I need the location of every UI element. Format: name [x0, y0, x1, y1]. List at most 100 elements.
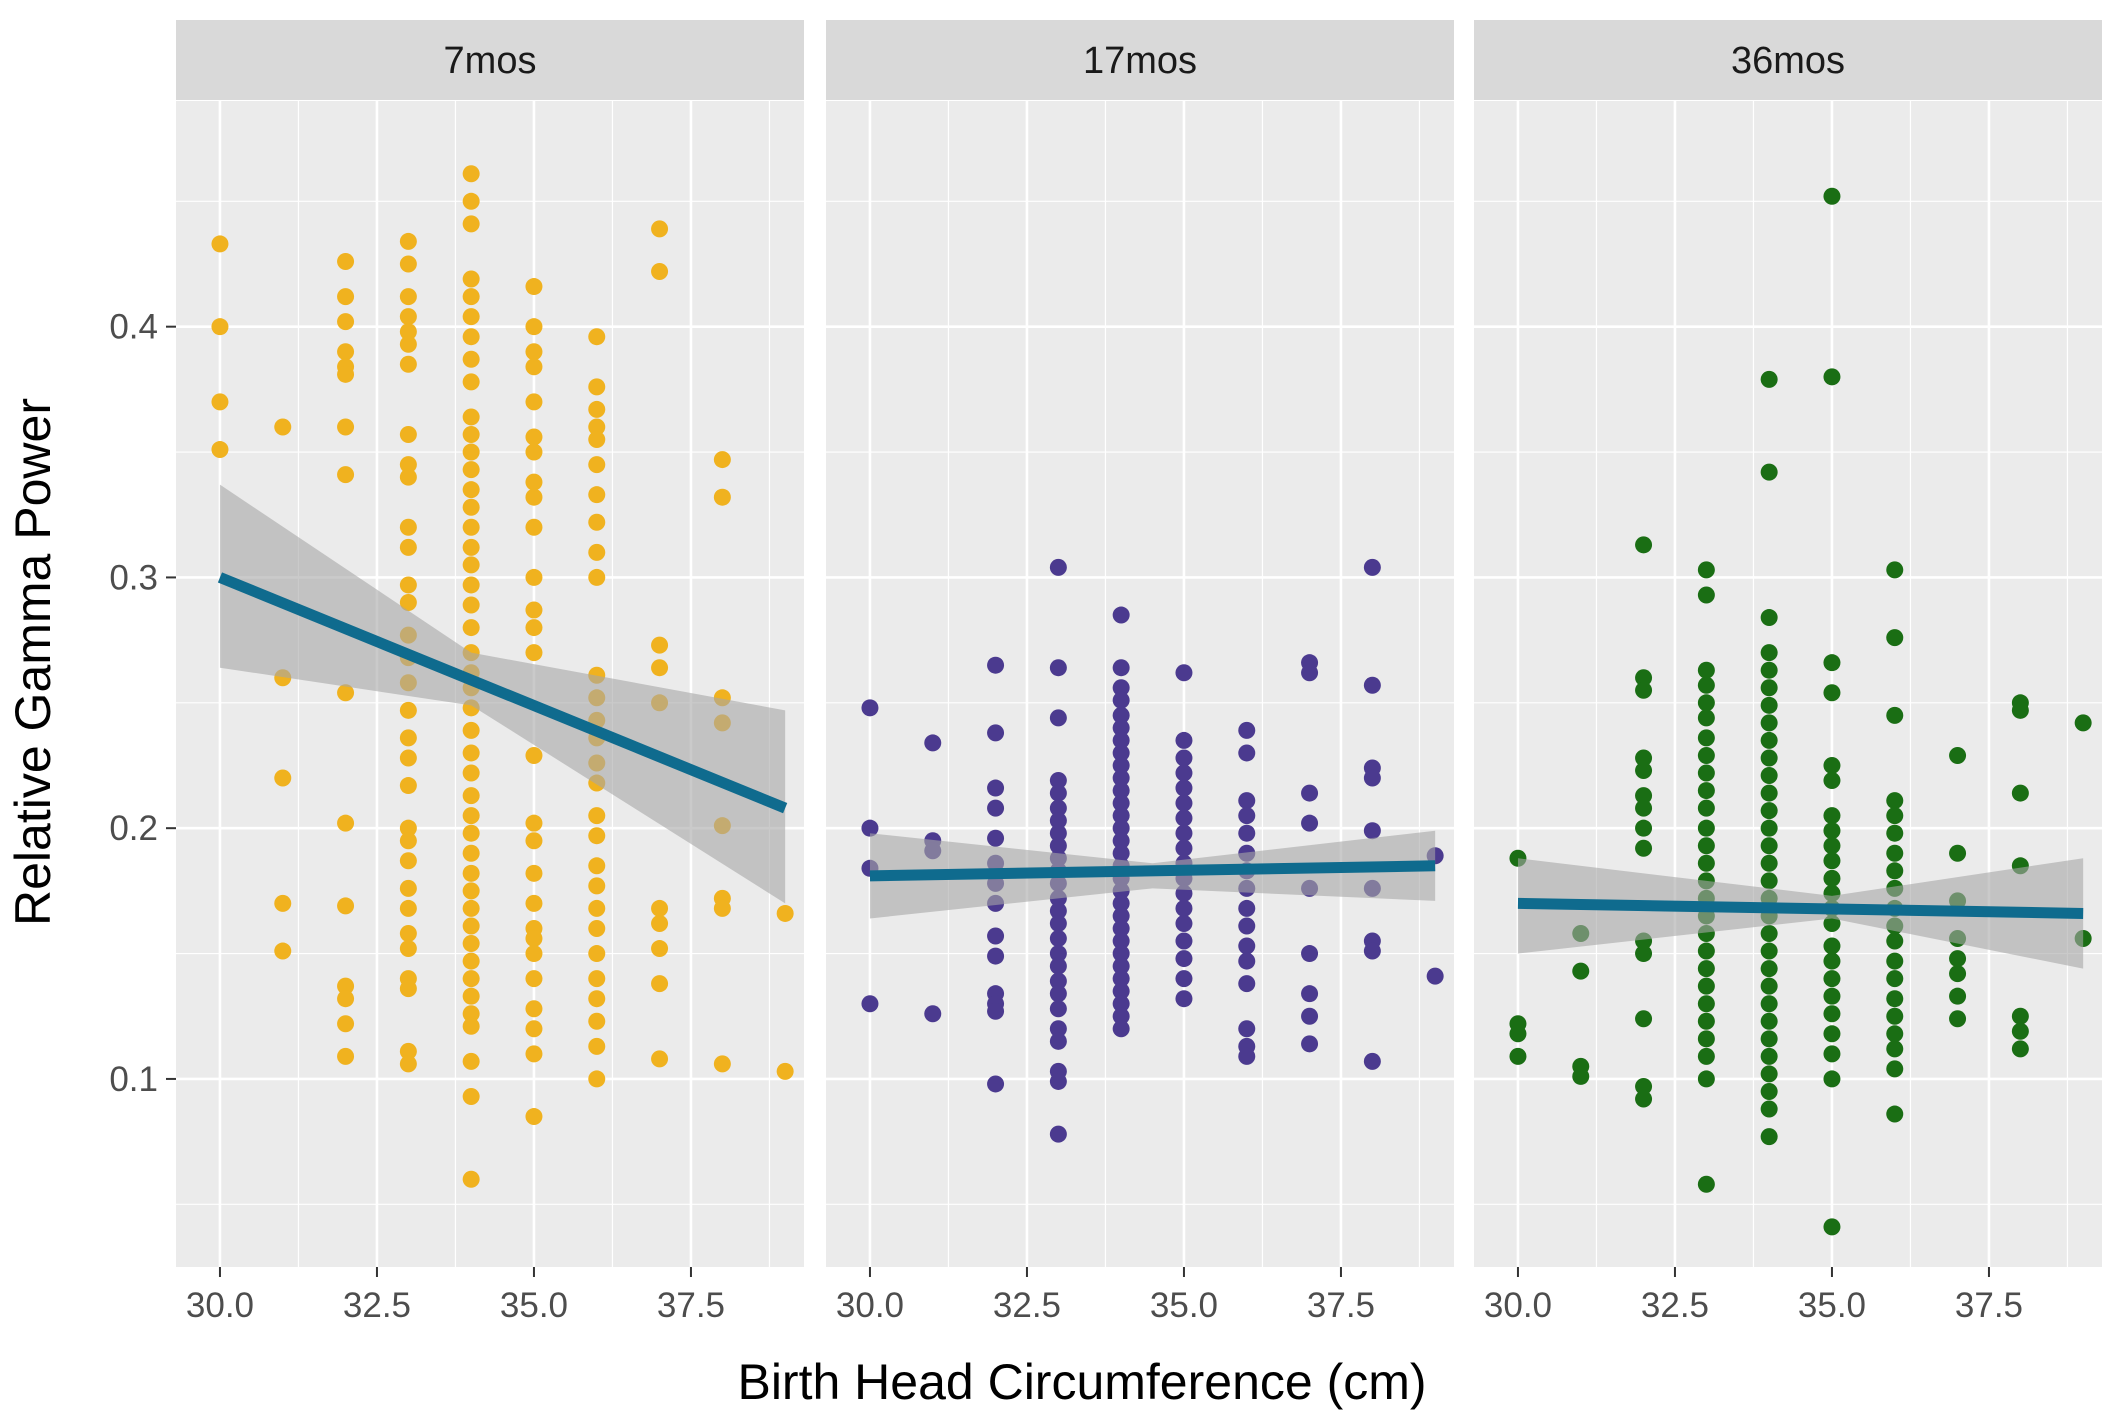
data-point [274, 769, 292, 787]
data-point [1697, 960, 1715, 978]
data-point [1823, 1005, 1841, 1023]
data-point [651, 636, 669, 654]
data-point [525, 894, 543, 912]
data-point [1049, 1032, 1067, 1050]
data-point [1175, 990, 1193, 1008]
data-point [1175, 970, 1193, 988]
data-point [1238, 807, 1256, 825]
trend-line [217, 572, 788, 814]
data-point [1301, 945, 1319, 963]
data-point [1572, 962, 1590, 980]
data-point [1112, 932, 1130, 950]
data-point [1760, 661, 1778, 679]
data-point [588, 990, 606, 1008]
data-point [525, 568, 543, 586]
panel-7mos: 7mos 30.0 32.5 35.0 37.5 [176, 20, 804, 1325]
data-point [1760, 609, 1778, 627]
data-point [399, 594, 417, 612]
data-point [588, 827, 606, 845]
data-point [1049, 1125, 1067, 1143]
data-point [861, 819, 879, 837]
data-point [1886, 1105, 1904, 1123]
data-point [399, 255, 417, 273]
data-point [1112, 832, 1130, 850]
data-point [274, 894, 292, 912]
data-point [1112, 894, 1130, 912]
data-point [337, 288, 355, 306]
data-point [1697, 1047, 1715, 1065]
data-point [1823, 368, 1841, 386]
data-point [1697, 854, 1715, 872]
data-point [1049, 1020, 1067, 1038]
data-point [1049, 824, 1067, 842]
data-point [987, 779, 1005, 797]
data-point [588, 970, 606, 988]
data-point [713, 488, 731, 506]
data-point [987, 927, 1005, 945]
data-point [1112, 945, 1130, 963]
data-point [462, 970, 480, 988]
data-point [399, 924, 417, 942]
data-point [1760, 1100, 1778, 1118]
data-point [1949, 950, 1967, 968]
facet-strip [176, 20, 804, 100]
data-point [1112, 907, 1130, 925]
data-point [1760, 1047, 1778, 1065]
data-point [713, 899, 731, 917]
data-point [588, 857, 606, 875]
data-point [987, 829, 1005, 847]
data-point [651, 914, 669, 932]
data-point [1112, 731, 1130, 749]
plot-panel-background [826, 101, 1454, 1267]
data-point [399, 749, 417, 767]
data-point [462, 987, 480, 1005]
facet-strip-label: 36mos [1731, 40, 1845, 82]
data-point [1823, 937, 1841, 955]
data-point [1886, 862, 1904, 880]
data-point [1697, 586, 1715, 604]
data-point [2011, 1040, 2029, 1058]
data-point [1301, 1035, 1319, 1053]
data-point [1823, 654, 1841, 672]
data-point [525, 601, 543, 619]
data-point [1112, 744, 1130, 762]
data-point [1112, 794, 1130, 812]
data-point [1238, 744, 1256, 762]
data-point [1112, 982, 1130, 1000]
data-point [1697, 561, 1715, 579]
data-point [588, 400, 606, 418]
data-point [1697, 746, 1715, 764]
data-point [399, 777, 417, 795]
data-point [588, 456, 606, 474]
data-point [1363, 822, 1381, 840]
trend-line [1517, 897, 2084, 919]
data-point [1760, 1128, 1778, 1146]
data-point [1886, 932, 1904, 950]
data-point [1049, 709, 1067, 727]
data-point [1049, 985, 1067, 1003]
data-point [1949, 746, 1967, 764]
x-tick-label: 35.0 [1150, 1286, 1218, 1325]
data-point [1635, 839, 1653, 857]
data-point [651, 899, 669, 917]
data-point [462, 350, 480, 368]
data-point [1760, 767, 1778, 785]
facet-strip [1474, 20, 2102, 100]
y-tick-label: 0.4 [109, 308, 158, 347]
data-point [462, 844, 480, 862]
data-point [1049, 930, 1067, 948]
data-point [1697, 1175, 1715, 1193]
data-point [462, 824, 480, 842]
data-point [462, 1087, 480, 1105]
data-point [1363, 1052, 1381, 1070]
data-point [1823, 822, 1841, 840]
data-point [399, 1042, 417, 1060]
data-point [588, 568, 606, 586]
data-point [399, 456, 417, 474]
facet-strip [826, 20, 1454, 100]
data-point [1823, 1025, 1841, 1043]
data-point [1363, 942, 1381, 960]
data-point [1886, 1040, 1904, 1058]
data-point [462, 518, 480, 536]
data-point [399, 308, 417, 326]
